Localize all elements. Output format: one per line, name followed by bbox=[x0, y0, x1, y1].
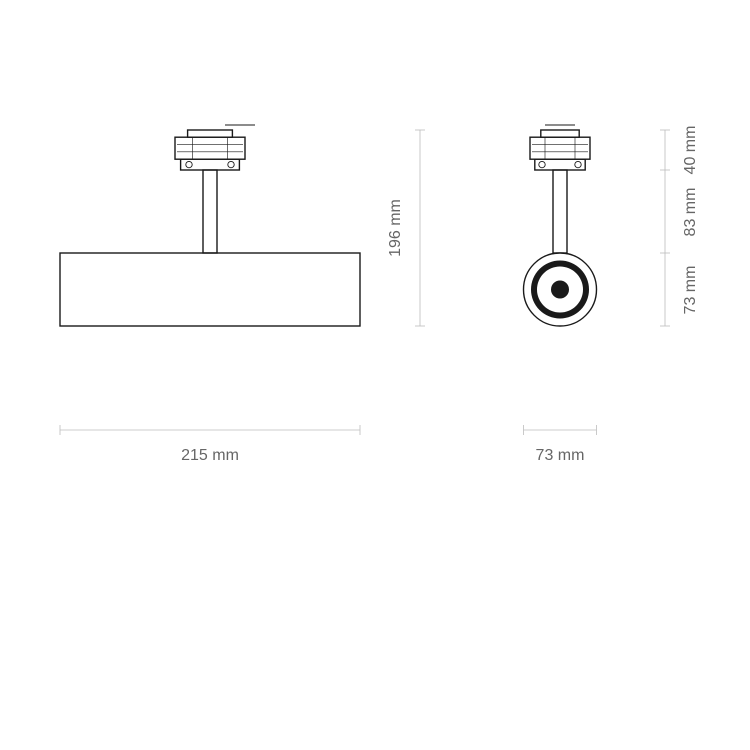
dim-215: 215 mm bbox=[181, 447, 239, 464]
lens-center bbox=[551, 281, 569, 299]
technical-drawing: 215 mm 196 mm 73 mm 40 mm 83 mm 73 mm bbox=[0, 0, 750, 750]
dim-196: 196 mm bbox=[387, 199, 404, 257]
dim-40: 40 mm bbox=[682, 126, 699, 175]
dim-83: 83 mm bbox=[682, 188, 699, 237]
dim-73-width: 73 mm bbox=[536, 447, 585, 464]
dim-73-height: 73 mm bbox=[682, 266, 699, 315]
